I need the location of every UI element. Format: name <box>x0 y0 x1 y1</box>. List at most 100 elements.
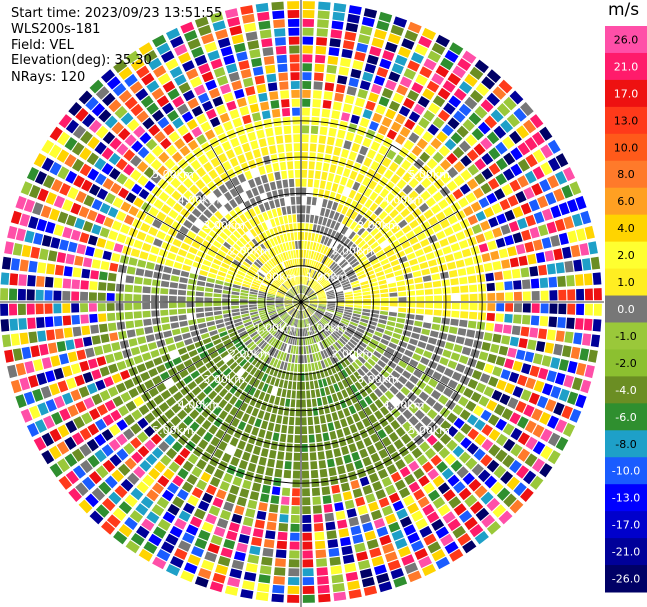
range-gate <box>323 495 332 504</box>
range-gate <box>216 105 227 115</box>
range-gate <box>248 463 257 473</box>
range-gate <box>362 522 373 532</box>
range-gate <box>318 585 330 594</box>
range-gate <box>296 250 299 258</box>
range-gate <box>452 223 462 233</box>
range-gate <box>271 594 284 603</box>
range-gate <box>238 534 249 544</box>
range-gate <box>298 364 301 372</box>
range-gate <box>71 291 79 300</box>
range-gate <box>428 216 438 225</box>
range-gate <box>345 305 353 308</box>
range-gate <box>461 294 469 301</box>
range-gate <box>252 483 261 492</box>
range-gate <box>168 209 178 219</box>
range-gate <box>236 51 248 61</box>
range-gate <box>416 290 424 295</box>
range-gate <box>126 321 135 329</box>
range-gate <box>523 291 531 300</box>
range-gate <box>145 235 155 244</box>
range-gate <box>217 518 229 529</box>
range-gate <box>137 260 146 268</box>
ring-label: 4.00km <box>383 193 425 206</box>
range-gate <box>505 303 513 312</box>
range-gate <box>62 291 70 301</box>
range-gate <box>507 246 517 256</box>
range-gate <box>303 586 315 594</box>
range-gate <box>108 364 118 374</box>
range-gate <box>231 177 240 187</box>
range-gate <box>291 197 296 205</box>
range-gate <box>379 12 393 23</box>
range-gate <box>572 377 583 390</box>
range-gate <box>516 244 526 255</box>
range-gate <box>220 84 231 94</box>
range-gate <box>334 421 341 430</box>
range-gate <box>310 135 317 143</box>
range-gate <box>89 303 97 312</box>
range-gate <box>80 303 88 312</box>
range-gate <box>293 134 300 142</box>
range-gate <box>351 143 360 153</box>
range-gate <box>292 241 295 249</box>
range-gate <box>262 485 271 494</box>
range-gate <box>302 125 309 133</box>
range-gate <box>64 328 73 338</box>
range-gate <box>143 286 151 293</box>
range-gate <box>253 149 261 158</box>
range-gate <box>575 274 584 286</box>
range-gate <box>374 75 386 86</box>
range-gate <box>295 170 300 178</box>
range-gate <box>320 469 328 478</box>
range-gate <box>88 235 98 246</box>
range-gate <box>269 395 275 404</box>
range-gate <box>124 379 134 389</box>
range-gate <box>545 250 555 261</box>
range-gate <box>45 370 55 382</box>
range-gate <box>205 307 213 311</box>
range-gate <box>337 185 344 194</box>
range-gate <box>379 581 393 592</box>
range-gate <box>112 373 122 383</box>
range-gate <box>9 304 17 316</box>
range-gate <box>179 277 188 283</box>
range-gate <box>359 146 368 156</box>
range-gate <box>433 317 442 324</box>
range-gate <box>215 29 228 40</box>
range-gate <box>470 294 478 301</box>
range-gate <box>456 336 465 344</box>
range-gate <box>472 224 482 234</box>
range-gate <box>413 271 422 278</box>
range-gate <box>308 364 312 372</box>
range-gate <box>18 318 27 330</box>
range-gate <box>556 262 565 273</box>
range-gate <box>68 351 78 362</box>
range-gate <box>214 311 222 315</box>
range-gate <box>265 65 275 74</box>
range-gate <box>282 207 287 215</box>
range-gate <box>240 302 248 305</box>
range-gate <box>339 66 350 75</box>
range-gate <box>329 548 340 557</box>
range-gate <box>363 299 371 302</box>
range-gate <box>215 319 223 324</box>
range-gate <box>371 84 382 94</box>
range-gate <box>66 378 77 390</box>
range-gate <box>234 43 246 53</box>
range-gate <box>231 514 242 524</box>
range-gate <box>307 197 312 205</box>
range-gate <box>358 34 370 44</box>
range-gate <box>349 78 360 88</box>
range-gate <box>456 363 466 372</box>
range-gate <box>304 250 307 258</box>
range-gate <box>189 325 198 331</box>
range-gate <box>564 261 573 273</box>
range-gate <box>572 214 583 227</box>
range-gate <box>165 337 174 345</box>
range-gate <box>268 173 275 182</box>
range-gate <box>74 256 83 266</box>
range-gate <box>10 319 19 331</box>
range-gate <box>250 454 259 463</box>
range-gate <box>593 272 602 285</box>
range-gate <box>265 467 273 476</box>
